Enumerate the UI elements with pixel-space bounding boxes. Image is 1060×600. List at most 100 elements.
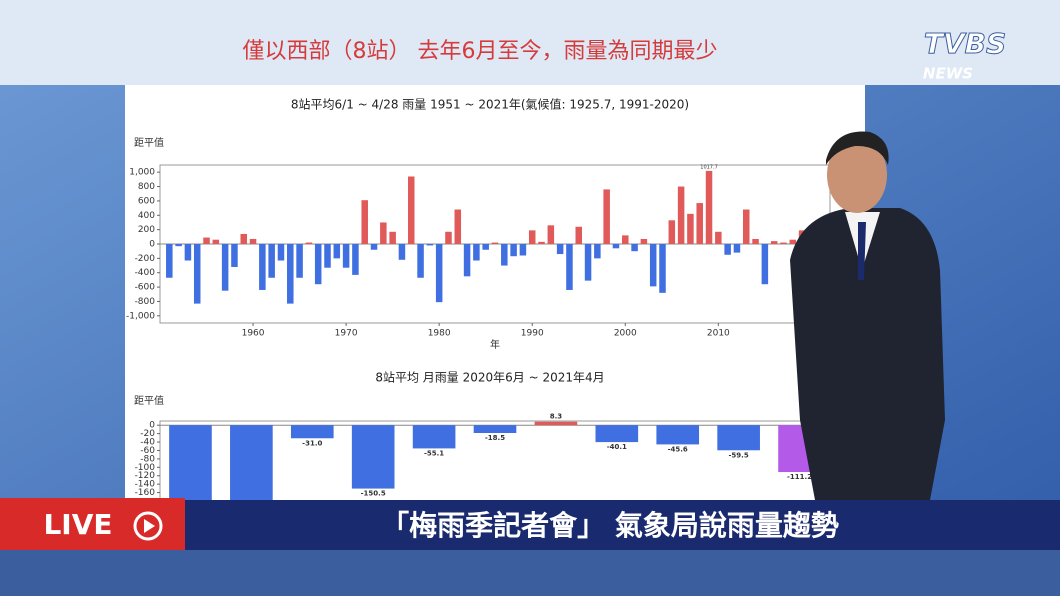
bar: [742, 209, 750, 244]
bar: [534, 421, 578, 426]
bar: [277, 244, 285, 261]
bar: [510, 244, 517, 257]
y-axis-label: 距平值: [134, 394, 164, 407]
bar: [417, 244, 424, 278]
bar: [724, 244, 731, 255]
bar: [770, 241, 778, 244]
data-label: -111.2: [787, 473, 812, 481]
live-box: [0, 498, 185, 552]
bar: [705, 170, 713, 244]
bar: [230, 425, 273, 500]
y-tick-label: -20: [140, 429, 155, 439]
bar: [715, 231, 722, 244]
bar: [717, 425, 760, 451]
data-label: 8.3: [550, 413, 563, 421]
bar: [221, 244, 229, 291]
bar: [595, 425, 639, 443]
bar: [361, 200, 368, 244]
bar: [240, 233, 248, 244]
bar: [287, 244, 294, 304]
chart-title: 8站平均6/1 ~ 4/28 雨量 1951 ~ 2021年(氣候值: 1925…: [291, 97, 689, 112]
bar: [324, 244, 331, 268]
bar: [519, 244, 527, 256]
y-tick-label: 0: [149, 421, 155, 431]
logo-brand: TVBS: [924, 27, 1006, 60]
y-tick-label: -200: [135, 254, 156, 264]
bar: [649, 244, 657, 287]
hair: [826, 131, 889, 165]
bar: [166, 244, 173, 278]
bar: [463, 244, 471, 277]
bar: [352, 244, 359, 275]
bar: [259, 244, 266, 290]
y-tick-label: -80: [140, 454, 155, 464]
bar: [668, 220, 676, 244]
y-tick-label: -140: [135, 480, 156, 490]
bar: [445, 231, 452, 244]
wall: [0, 0, 1060, 85]
logo-sub: NEWS: [923, 65, 973, 83]
bar: [473, 244, 480, 261]
bar: [380, 222, 387, 244]
bar: [594, 244, 601, 259]
bar: [556, 244, 564, 255]
bar: [501, 244, 508, 266]
y-tick-label: -600: [135, 283, 156, 293]
y-tick-label: -40: [140, 438, 155, 448]
bar: [268, 244, 275, 278]
x-tick-label: 1970: [335, 329, 358, 339]
bar: [203, 237, 210, 244]
bar: [231, 244, 238, 267]
lower-strip: [0, 550, 1060, 596]
bar: [290, 425, 334, 439]
data-label: -150.5: [361, 490, 386, 498]
bar: [733, 244, 741, 253]
bar: [351, 425, 395, 489]
y-tick-label: 200: [138, 225, 155, 235]
bar: [296, 244, 303, 278]
bar: [761, 244, 769, 285]
data-label: 1017.7: [700, 164, 718, 170]
y-tick-label: 800: [138, 182, 155, 192]
bar: [482, 244, 489, 250]
bar: [566, 244, 573, 290]
data-label: -59.5: [729, 451, 749, 459]
charts: 8站平均6/1 ~ 4/28 雨量 1951 ~ 2021年(氣候值: 1925…: [126, 97, 831, 500]
bar: [752, 238, 759, 244]
bar: [333, 244, 341, 259]
bar: [169, 425, 212, 500]
x-tick-label: 2000: [614, 329, 637, 339]
y-tick-label: 1,000: [129, 168, 155, 178]
y-tick-label: 600: [138, 196, 155, 206]
bar: [370, 244, 378, 250]
y-tick-label: -100: [135, 463, 156, 473]
bar: [184, 244, 192, 261]
bar: [473, 425, 517, 433]
bar: [538, 241, 545, 244]
y-tick-label: 400: [138, 211, 155, 221]
bar: [407, 176, 415, 244]
bar: [687, 213, 694, 244]
bar: [659, 244, 666, 293]
live-label: LIVE: [43, 508, 112, 541]
data-label: -55.1: [424, 449, 444, 457]
x-tick-label: 1960: [242, 329, 265, 339]
y-tick-label: -800: [135, 297, 156, 307]
bar: [426, 244, 434, 246]
presenter: [790, 131, 945, 500]
data-label: -45.6: [668, 445, 688, 453]
bar: [528, 230, 536, 244]
bar: [656, 425, 700, 445]
bar: [677, 186, 685, 244]
y-tick-label: -60: [140, 446, 155, 456]
bar: [622, 235, 629, 244]
live-icon-play: [144, 519, 155, 533]
data-label: -40.1: [607, 443, 627, 451]
bar: [435, 244, 443, 303]
x-tick-label: 2010: [707, 329, 730, 339]
y-axis-label: 距平值: [134, 136, 164, 149]
bar: [175, 244, 182, 247]
x-tick-label: 1990: [521, 329, 544, 339]
bar: [249, 238, 257, 244]
